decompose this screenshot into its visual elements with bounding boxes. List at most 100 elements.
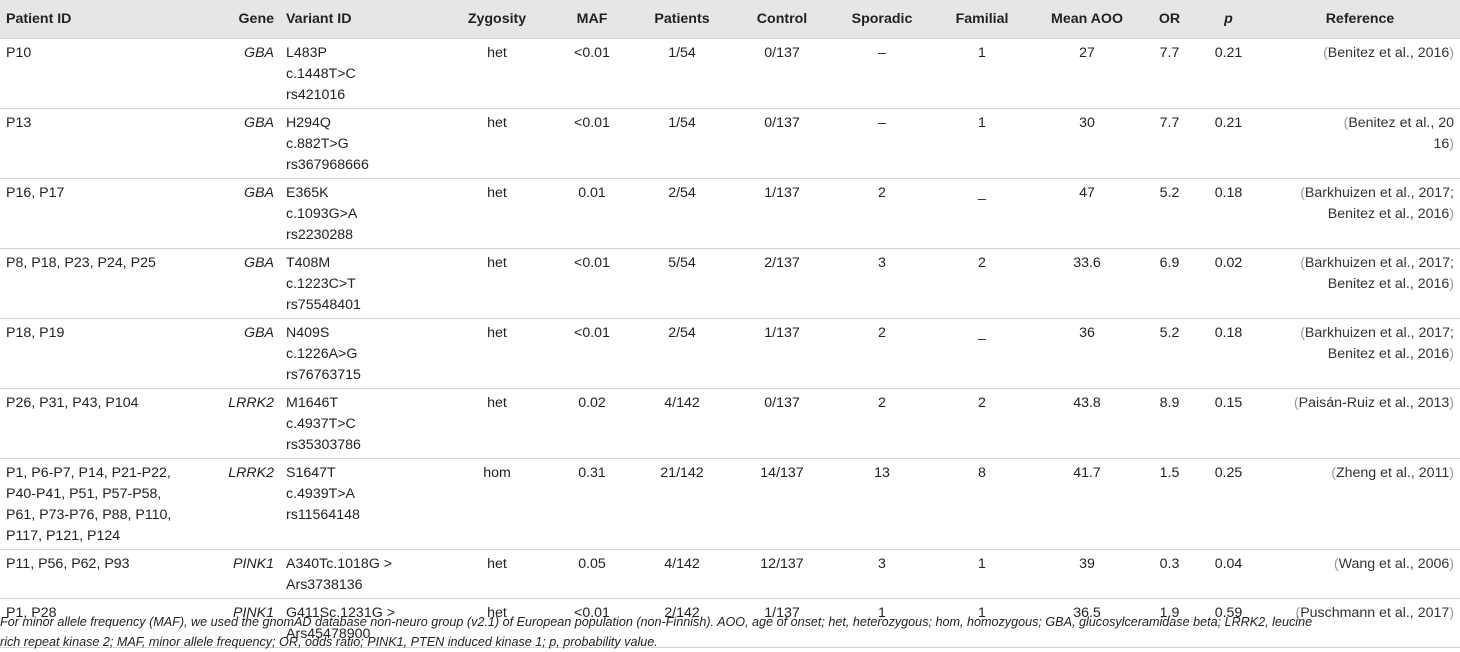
header-familial: Familial [932,0,1032,39]
cell-reference: (Barkhuizen et al., 2017; Benitez et al.… [1260,248,1460,319]
cell-maf: <0.01 [552,318,632,389]
header-sporadic: Sporadic [832,0,932,39]
cell-p: 0.18 [1197,318,1260,389]
cell-sporadic: 2 [832,318,932,389]
reference-open-paren: ( [1300,185,1305,201]
cell-control: 14/137 [732,458,832,550]
reference-link[interactable]: Barkhuizen et al., 2017; Benitez et al.,… [1304,325,1454,362]
reference-close-paren: ) [1449,45,1454,61]
cell-sporadic: 3 [832,248,932,319]
header-variant-id: Variant ID [280,0,442,39]
reference-open-paren: ( [1295,605,1301,621]
cell-p: 0.21 [1197,108,1260,179]
reference-link[interactable]: Benitez et al., 2016 [1327,45,1450,61]
cell-zygosity: het [442,549,552,599]
header-patient-id: Patient ID [0,0,214,39]
cell-maf: 0.01 [552,178,632,249]
reference-link[interactable]: Paisán-Ruiz et al., 2013 [1298,395,1450,411]
cell-patient-id: P16, P17 [0,178,214,249]
reference-open-paren: ( [1293,395,1299,411]
cell-or: 1.9 [1142,598,1197,648]
cell-variant-id: E365K c.1093G>A rs2230288 [280,178,442,249]
cell-control: 1/137 [732,598,832,648]
reference-link[interactable]: Zheng et al., 2011 [1335,465,1450,481]
cell-gene: PINK1 [214,598,280,648]
cell-reference: (Barkhuizen et al., 2017; Benitez et al.… [1260,318,1460,389]
cell-sporadic: – [832,38,932,109]
cell-mean-aoo: 33.6 [1032,248,1142,319]
cell-gene: GBA [214,178,280,249]
cell-gene: GBA [214,248,280,319]
cell-patients: 2/142 [632,598,732,648]
cell-maf: 0.05 [552,549,632,599]
cell-zygosity: het [442,598,552,648]
cell-maf: <0.01 [552,38,632,109]
cell-patients: 2/54 [632,178,732,249]
reference-link[interactable]: Barkhuizen et al., 2017; Benitez et al.,… [1304,185,1454,222]
cell-patients: 4/142 [632,388,732,459]
reference-link[interactable]: Barkhuizen et al., 2017; Benitez et al.,… [1304,255,1454,292]
reference-link[interactable]: Benitez et al., 20 16 [1348,115,1454,152]
cell-mean-aoo: 27 [1032,38,1142,109]
table-row: P10 GBA L483P c.1448T>C rs421016 het <0.01 1/… [0,38,1460,109]
cell-sporadic: – [832,108,932,179]
cell-mean-aoo: 41.7 [1032,458,1142,550]
cell-p: 0.15 [1197,388,1260,459]
cell-control: 12/137 [732,549,832,599]
table-row: P16, P17 GBA E365K c.1093G>A rs2230288 het 0… [0,178,1460,249]
reference-close-paren: ) [1449,556,1454,572]
cell-gene: LRRK2 [214,458,280,550]
cell-zygosity: het [442,108,552,179]
cell-patient-id: P13 [0,108,214,179]
reference-open-paren: ( [1343,115,1349,131]
cell-control: 1/137 [732,318,832,389]
reference-close-paren: ) [1449,395,1454,411]
header-reference: Reference [1260,0,1460,39]
cell-control: 1/137 [732,178,832,249]
cell-p: 0.59 [1197,598,1260,648]
header-zygosity: Zygosity [442,0,552,39]
cell-familial: 8 [932,458,1032,550]
cell-patient-id: P26, P31, P43, P104 [0,388,214,459]
cell-reference: (Puschmann et al., 2017) [1260,598,1460,648]
reference-open-paren: ( [1323,45,1328,61]
reference-open-paren: ( [1331,465,1336,481]
cell-patients: 21/142 [632,458,732,550]
cell-p: 0.04 [1197,549,1260,599]
reference-close-paren: ) [1449,276,1454,292]
cell-reference: (Zheng et al., 2011) [1260,458,1460,550]
cell-variant-id: G411Sc.1231G > Ars45478900 [280,598,442,648]
cell-patients: 1/54 [632,108,732,179]
cell-mean-aoo: 30 [1032,108,1142,179]
cell-gene: PINK1 [214,549,280,599]
cell-gene: GBA [214,38,280,109]
cell-variant-id: S1647T c.4939T>A rs11564148 [280,458,442,550]
header-gene: Gene [214,0,280,39]
header-maf: MAF [552,0,632,39]
table-row: P8, P18, P23, P24, P25 GBA T408M c.1223C>T… [0,248,1460,319]
cell-patient-id: P8, P18, P23, P24, P25 [0,248,214,319]
cell-sporadic: 2 [832,388,932,459]
cell-zygosity: het [442,178,552,249]
cell-control: 0/137 [732,38,832,109]
reference-link[interactable]: Wang et al., 2006 [1338,556,1450,572]
cell-control: 0/137 [732,388,832,459]
table-row: P18, P19 GBA N409S c.1226A>G rs76763715 het… [0,318,1460,389]
reference-close-paren: ) [1449,605,1454,621]
header-control: Control [732,0,832,39]
table-body: P10 GBA L483P c.1448T>C rs421016 het <0.01 1/… [0,38,1460,648]
cell-or: 6.9 [1142,248,1197,319]
cell-variant-id: N409S c.1226A>G rs76763715 [280,318,442,389]
cell-zygosity: het [442,318,552,389]
cell-familial: _ [932,318,1032,389]
reference-link[interactable]: Puschmann et al., 2017 [1300,605,1450,621]
cell-variant-id: L483P c.1448T>C rs421016 [280,38,442,109]
reference-open-paren: ( [1300,325,1305,341]
cell-patient-id: P1, P6-P7, P14, P21-P22, P40-P41, P51, P… [0,458,214,550]
cell-mean-aoo: 47 [1032,178,1142,249]
cell-familial: 1 [932,549,1032,599]
cell-familial: 2 [932,248,1032,319]
table-row: P26, P31, P43, P104 LRRK2 M1646T c.4937T>C… [0,388,1460,459]
cell-patient-id: P1, P28 [0,598,214,648]
